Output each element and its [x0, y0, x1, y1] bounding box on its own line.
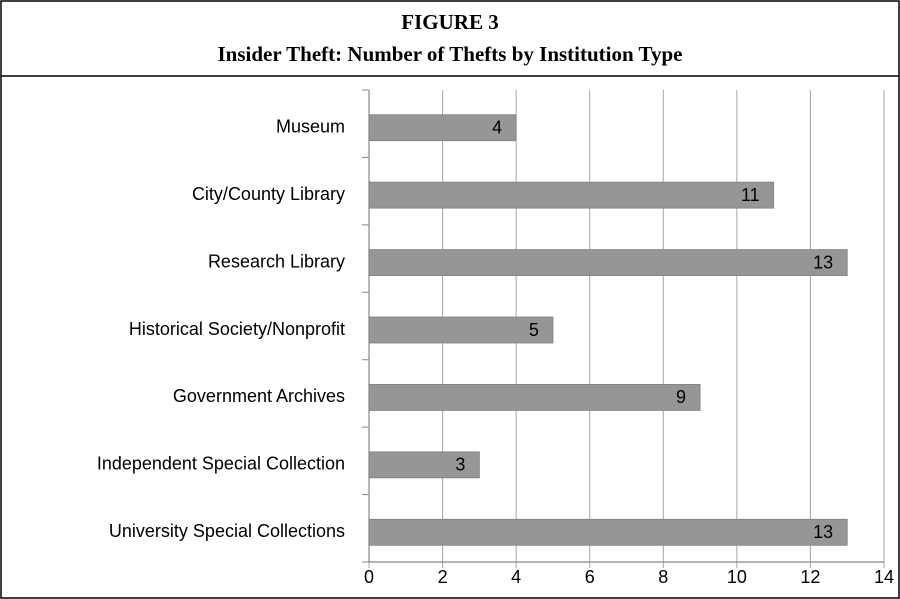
y-tick-label: University Special Collections [109, 521, 345, 541]
x-tick-label: 2 [438, 567, 448, 587]
x-tick-label: 0 [364, 567, 374, 587]
x-tick-label: 8 [658, 567, 668, 587]
x-tick-label: 4 [511, 567, 521, 587]
y-tick-label: Research Library [208, 251, 345, 271]
x-tick-label: 14 [874, 567, 894, 587]
chart-subtitle: Insider Theft: Number of Thefts by Insti… [218, 42, 683, 66]
bar [368, 316, 554, 344]
data-label: 11 [741, 185, 760, 205]
y-tick-label: Historical Society/Nonprofit [129, 319, 345, 339]
x-tick-label: 12 [800, 567, 820, 587]
bar [368, 384, 701, 411]
bar [368, 181, 775, 209]
data-label: 13 [813, 252, 833, 272]
data-label: 13 [813, 522, 833, 542]
bar [368, 114, 517, 142]
data-label: 9 [676, 387, 686, 407]
x-tick-label: 6 [585, 567, 595, 587]
y-tick-label: Government Archives [173, 386, 345, 406]
y-tick-label: Museum [276, 116, 345, 136]
data-label: 3 [455, 455, 465, 475]
bar [368, 518, 848, 546]
x-tick-label: 10 [727, 567, 747, 587]
chart-title: FIGURE 3 [401, 10, 498, 34]
bar [368, 451, 480, 479]
data-label: 4 [492, 117, 502, 137]
bar [368, 249, 848, 276]
y-tick-label: Independent Special Collection [97, 454, 345, 474]
y-tick-label: City/County Library [192, 184, 345, 204]
data-label: 5 [529, 320, 539, 340]
